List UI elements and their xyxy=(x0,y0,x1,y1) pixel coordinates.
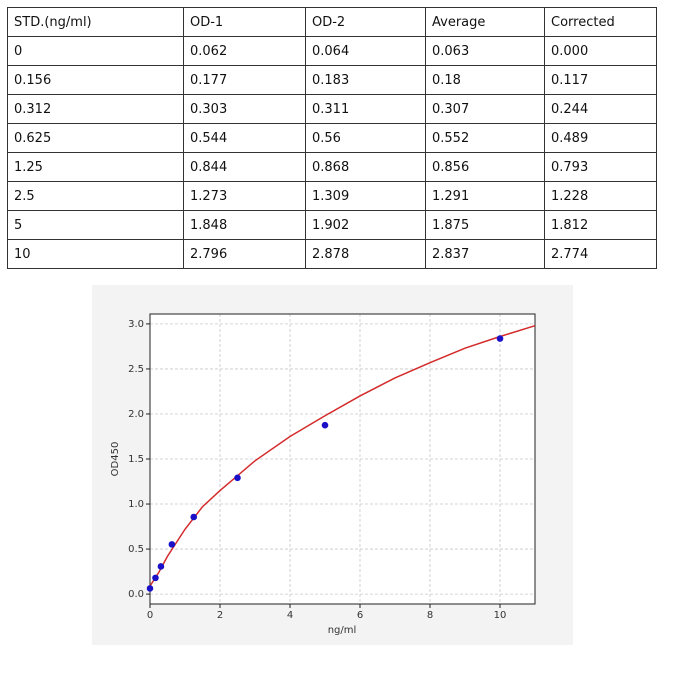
table-cell: 0.311 xyxy=(305,94,426,124)
table-cell: 0.307 xyxy=(425,94,545,124)
x-tick-label: 8 xyxy=(427,610,433,621)
table-row: 0 0.062 0.064 0.063 0.000 xyxy=(7,36,657,66)
table-cell: 10 xyxy=(7,239,184,269)
data-point xyxy=(168,541,176,548)
x-tick-label: 2 xyxy=(217,610,223,621)
table-cell: 0.544 xyxy=(183,123,306,153)
data-point xyxy=(146,585,154,592)
x-axis-label: ng/ml xyxy=(328,625,357,636)
header-row: STD.(ng/ml) OD-1 OD-2 Average Corrected xyxy=(7,7,657,37)
table-cell: 2.796 xyxy=(183,239,306,269)
y-tick-label: 0.0 xyxy=(128,589,144,600)
data-point xyxy=(157,563,165,570)
y-tick-label: 0.5 xyxy=(128,544,144,555)
data-point xyxy=(190,513,198,521)
table-row: 10 2.796 2.878 2.837 2.774 xyxy=(7,239,657,269)
table-cell: 0.793 xyxy=(544,152,657,182)
y-axis-label: OD450 xyxy=(110,442,121,477)
y-tick-label: 1.0 xyxy=(128,499,144,510)
table-cell: 0.312 xyxy=(7,94,184,124)
table-cell: 0.844 xyxy=(183,152,306,182)
y-tick-label: 1.5 xyxy=(128,454,144,465)
y-tick-label: 2.0 xyxy=(128,409,144,420)
table-cell: 2.878 xyxy=(305,239,426,269)
x-tick-label: 10 xyxy=(494,610,507,621)
table-cell: Corrected xyxy=(544,7,657,37)
table-cell: 2.774 xyxy=(544,239,657,269)
table-cell: STD.(ng/ml) xyxy=(7,7,184,37)
table-cell: 2.837 xyxy=(425,239,545,269)
table-cell: 0.062 xyxy=(183,36,306,66)
table-row: 5 1.848 1.902 1.875 1.812 xyxy=(7,210,657,240)
data-point xyxy=(152,574,159,582)
y-tick-label: 3.0 xyxy=(128,319,144,330)
x-tick-label: 4 xyxy=(287,610,293,621)
x-tick-label: 6 xyxy=(357,610,363,621)
table-cell: 0.856 xyxy=(425,152,545,182)
table-cell: OD-1 xyxy=(183,7,306,37)
table-cell: 0.18 xyxy=(425,65,545,95)
table-cell: 1.812 xyxy=(544,210,657,240)
data-table: STD.(ng/ml) OD-1 OD-2 Average Corrected 0 0.06… xyxy=(7,7,657,269)
table-cell: 0.552 xyxy=(425,123,545,153)
table-cell: 2.5 xyxy=(7,181,184,211)
data-point xyxy=(496,335,504,342)
y-tick-label: 2.5 xyxy=(128,364,144,375)
data-point xyxy=(234,474,241,482)
table-cell: 1.228 xyxy=(544,181,657,211)
table-cell: 0.183 xyxy=(305,65,426,95)
x-tick-label: 0 xyxy=(147,610,153,621)
table-cell: Average xyxy=(425,7,545,37)
table-cell: 0.064 xyxy=(305,36,426,66)
table-row: 0.312 0.303 0.311 0.307 0.244 xyxy=(7,94,657,124)
data-point xyxy=(321,421,329,429)
table-cell: 1.902 xyxy=(305,210,426,240)
